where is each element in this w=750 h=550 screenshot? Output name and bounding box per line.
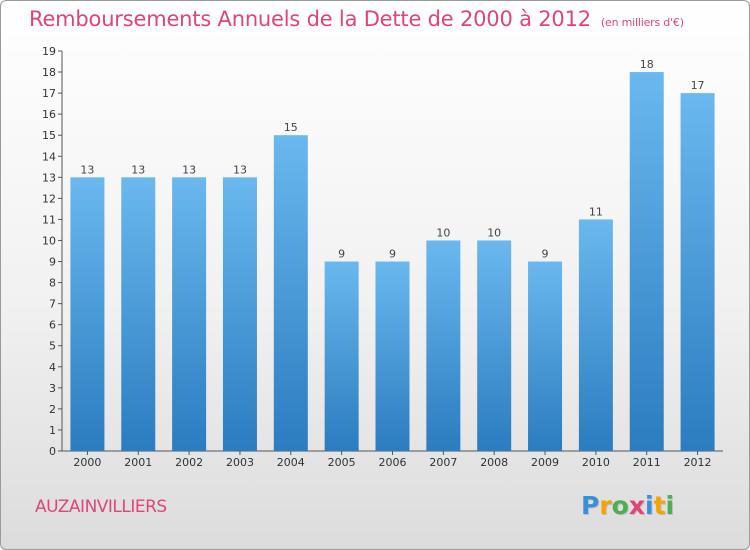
bar (680, 93, 715, 452)
proxiti-logo: Proxiti (581, 491, 674, 520)
bar-value-label: 10 (487, 226, 501, 239)
x-tick-label: 2000 (73, 456, 101, 469)
bar-value-label: 10 (436, 226, 450, 239)
bar-value-label: 9 (542, 248, 549, 261)
bar (70, 177, 105, 451)
y-tick-label: 13 (42, 171, 56, 184)
commune-name: AUZAINVILLIERS (35, 497, 167, 517)
y-tick-label: 1 (49, 424, 56, 437)
logo-letter: i (665, 491, 675, 520)
bar (172, 177, 207, 451)
y-tick-label: 9 (49, 256, 56, 269)
y-tick-label: 0 (49, 445, 56, 458)
bar (477, 240, 512, 451)
x-tick-label: 2007 (429, 456, 457, 469)
y-tick-label: 19 (42, 45, 56, 58)
bar-value-label: 15 (284, 121, 298, 134)
y-tick-label: 16 (42, 108, 56, 121)
logo-letter: x (628, 491, 645, 520)
bar-value-label: 9 (389, 248, 396, 261)
bar (426, 240, 461, 451)
bar-value-label: 13 (233, 163, 247, 176)
y-tick-label: 18 (42, 66, 56, 79)
bar (273, 135, 308, 452)
y-tick-label: 5 (49, 340, 56, 353)
x-tick-label: 2002 (175, 456, 203, 469)
logo-letter: i (645, 491, 654, 520)
y-tick-label: 8 (49, 277, 56, 290)
x-tick-label: 2004 (277, 456, 305, 469)
y-tick-label: 14 (42, 150, 56, 163)
x-tick-label: 2009 (531, 456, 559, 469)
logo-letter: P (581, 491, 600, 520)
x-tick-label: 2011 (633, 456, 661, 469)
y-tick-label: 2 (49, 403, 56, 416)
bar-value-label: 11 (589, 205, 603, 218)
x-tick-label: 2008 (480, 456, 508, 469)
chart-title-text: Remboursements Annuels de la Dette de 20… (29, 7, 591, 31)
bar-value-label: 13 (182, 163, 196, 176)
bar (324, 261, 359, 451)
x-tick-label: 2010 (582, 456, 610, 469)
y-tick-label: 12 (42, 192, 56, 205)
logo-letter: t (653, 491, 666, 520)
chart-title: Remboursements Annuels de la Dette de 20… (29, 7, 684, 31)
x-tick-label: 2003 (226, 456, 254, 469)
x-tick-label: 2006 (379, 456, 407, 469)
x-tick-label: 2005 (328, 456, 356, 469)
y-tick-label: 15 (42, 129, 56, 142)
bar (121, 177, 156, 451)
x-tick-label: 2001 (124, 456, 152, 469)
bar-value-label: 17 (691, 79, 705, 92)
chart-subtitle: (en milliers d'€) (600, 16, 684, 29)
y-tick-label: 10 (42, 234, 56, 247)
bar (629, 72, 664, 451)
y-tick-label: 6 (49, 319, 56, 332)
x-tick-label: 2012 (684, 456, 712, 469)
logo-letter: o (611, 491, 629, 520)
bar-value-label: 9 (338, 248, 345, 261)
y-tick-label: 17 (42, 87, 56, 100)
y-tick-label: 11 (42, 213, 56, 226)
y-tick-label: 3 (49, 382, 56, 395)
y-tick-label: 4 (49, 361, 56, 374)
bar (578, 219, 613, 451)
y-tick-label: 7 (49, 298, 56, 311)
bar (222, 177, 257, 451)
bar-value-label: 13 (80, 163, 94, 176)
bar (375, 261, 410, 451)
bar-value-label: 13 (131, 163, 145, 176)
logo-letter: r (599, 491, 612, 520)
bar-value-label: 18 (640, 58, 654, 71)
bar (528, 261, 563, 451)
